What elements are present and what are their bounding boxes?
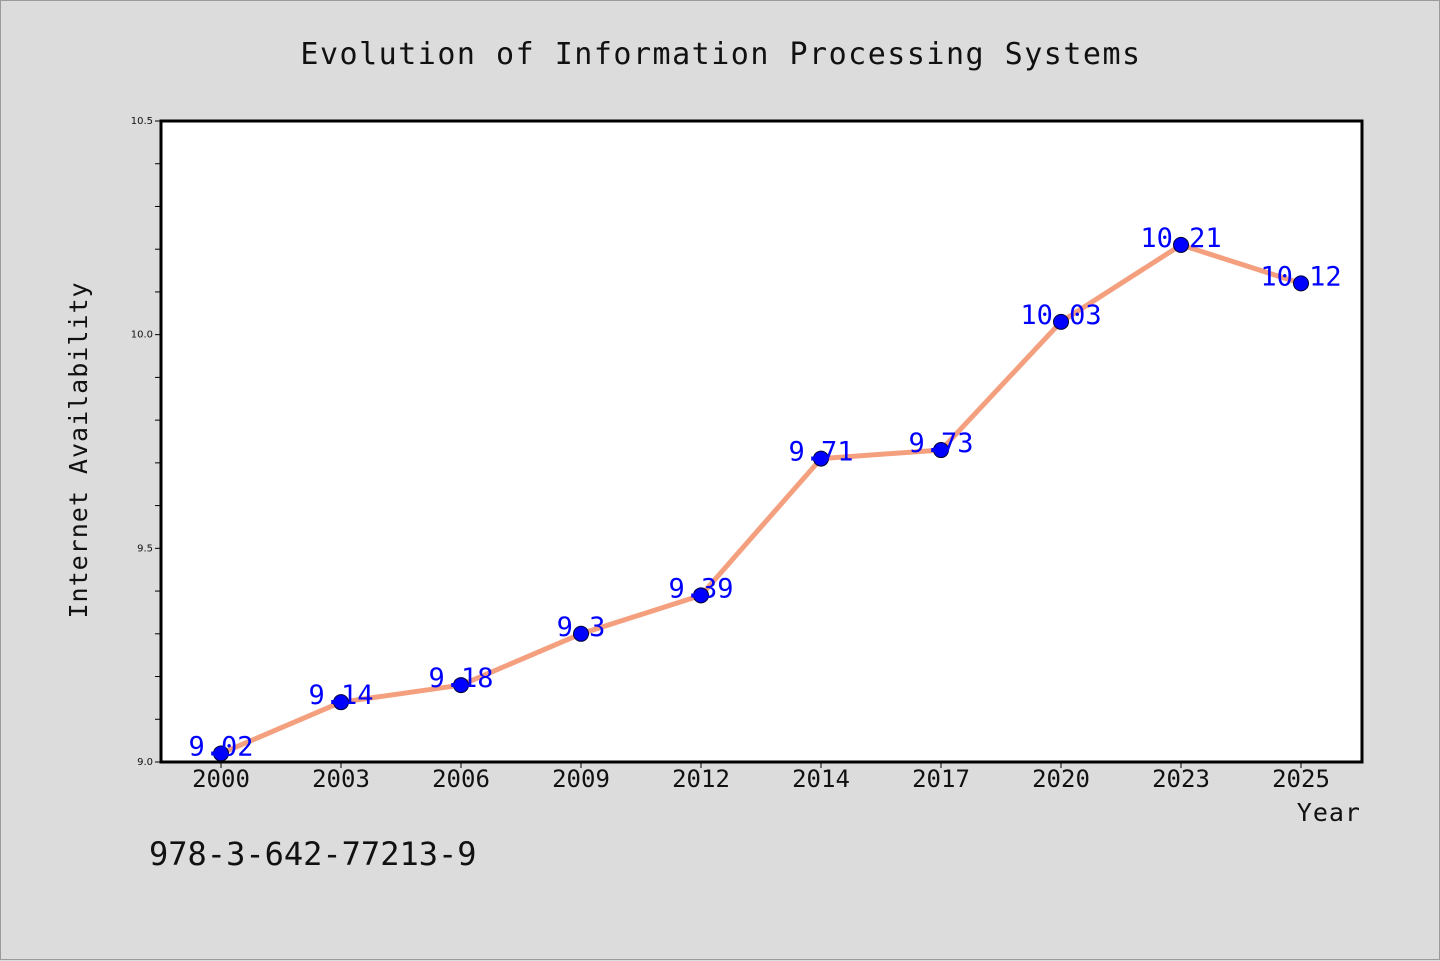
data-point-marker [1053, 313, 1069, 330]
data-point-marker [1173, 236, 1189, 253]
plot-area [161, 121, 1362, 762]
x-axis-label: Year [1297, 798, 1361, 827]
data-point-marker [333, 694, 349, 711]
x-tick-label: 2020 [1032, 765, 1090, 793]
data-label: 9.71 [788, 437, 853, 468]
data-label: 10.03 [1020, 300, 1101, 331]
x-tick-label: 2009 [552, 765, 610, 793]
series-line [218, 242, 1304, 756]
x-tick-label: 2023 [1152, 765, 1210, 793]
x-tick-label: 2003 [312, 765, 370, 793]
data-label: 9.02 [188, 731, 253, 762]
data-point-marker [693, 587, 709, 604]
x-tick-label: 2012 [672, 765, 730, 793]
x-tick-label: 2006 [432, 765, 490, 793]
plot-frame [159, 119, 1364, 764]
data-point-marker [1293, 275, 1309, 292]
data-labels: 9.02 9.14 9.18 9.3 9.39 9.71 9.73 10.03 10.21 10.… [188, 223, 1341, 763]
data-label: 9.39 [668, 573, 733, 604]
data-point-marker [813, 450, 829, 467]
x-tick-label: 2000 [192, 765, 250, 793]
data-label: 9.18 [428, 663, 493, 694]
x-tick-label: 2017 [912, 765, 970, 793]
y-tick-label: 9.0 [137, 757, 153, 768]
chart-title: Evolution of Information Processing Syst… [300, 37, 1141, 72]
data-label: 9.73 [908, 428, 973, 459]
data-label: 9.14 [308, 680, 373, 711]
footer-isbn-text: 978-3-642-77213-9 [149, 835, 477, 873]
y-axis-ticks: 9.0 9.5 10.0 10.5 [131, 116, 161, 768]
data-label: 10.21 [1140, 223, 1221, 254]
x-axis-ticks: 2000 2003 2006 2009 2012 2014 2017 2020 2023 2025 [192, 762, 1330, 793]
data-label: 9.3 [557, 612, 606, 643]
x-tick-label: 2014 [792, 765, 850, 793]
data-point-marker [573, 625, 589, 642]
x-tick-label: 2025 [1272, 765, 1330, 793]
series-markers [213, 236, 1309, 762]
y-axis-label: Internet Availability [64, 281, 93, 618]
y-tick-label: 9.5 [137, 543, 153, 554]
data-point-marker [933, 442, 949, 459]
data-point-marker [453, 677, 469, 694]
y-tick-label: 10.5 [131, 116, 153, 127]
y-tick-label: 10.0 [131, 330, 153, 341]
data-label: 10.12 [1260, 261, 1341, 292]
